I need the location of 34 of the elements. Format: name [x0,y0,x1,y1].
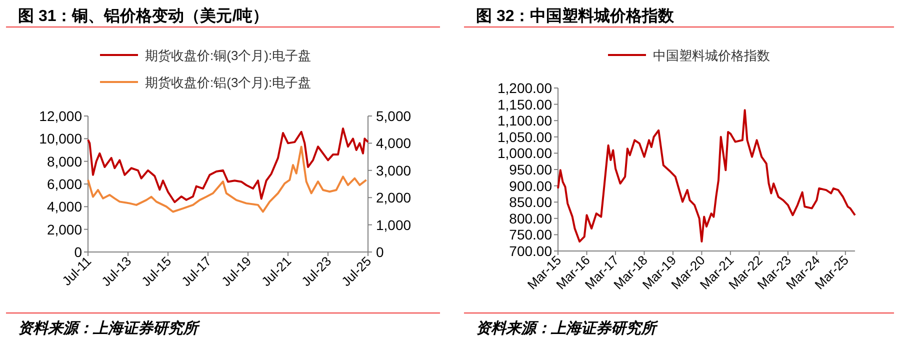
y2-tick-label: 0 [376,244,384,260]
y2-tick-label: 5,000 [376,108,412,124]
y2-tick-label: 2,000 [376,190,412,206]
line-series [87,146,368,213]
line-series [557,109,856,243]
y-tick-label: 4,000 [46,198,82,215]
y-tick-label: 6,000 [46,176,82,192]
legend-label: 中国塑料城价格指数 [653,48,770,63]
y-tick-label: 8,000 [46,153,82,170]
y-tick-label: 1,150.00 [498,96,552,112]
text: 资料来源：上海证券研究所 [18,319,201,337]
chart-title: 图 31：铜、铝价格变动（美元/吨） [18,6,269,25]
y-tick-label: 900.00 [509,178,552,194]
y-tick-label: 12,000 [39,108,82,124]
line-series [87,127,369,204]
text: 资料来源：上海证券研究所 [476,319,659,337]
legend-label: 期货收盘价:铝(3个月):电子盘 [145,75,312,90]
y-tick-label: 10,000 [39,130,82,147]
y-tick-label: 700.00 [509,243,552,259]
y-tick-label: 1,000.00 [498,145,552,162]
legend-label: 期货收盘价:铜(3个月):电子盘 [145,48,312,63]
y-tick-label: 800.00 [509,210,552,226]
y-tick-label: 2,000 [46,221,82,238]
y-tick-label: 850.00 [509,194,552,210]
y-tick-label: 1,200.00 [498,80,552,96]
y-tick-label: 1,100.00 [498,112,552,129]
chart-title: 图 32：中国塑料城价格指数 [476,6,676,25]
y-tick-label: 1,050.00 [498,128,552,145]
y-tick-label: 750.00 [509,226,552,243]
y2-tick-label: 4,000 [376,135,412,152]
y2-tick-label: 3,000 [376,162,412,178]
y-tick-label: 950.00 [509,162,552,178]
y2-tick-label: 1,000 [376,216,412,233]
y-tick-label: 0 [74,244,82,260]
